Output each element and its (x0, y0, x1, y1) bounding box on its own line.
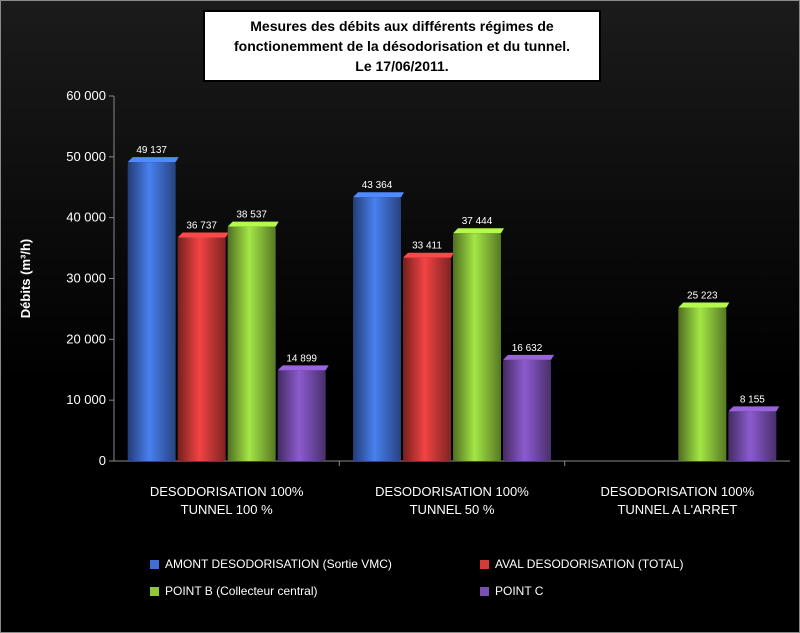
chart-title-line-1: Mesures des débits aux différents régime… (250, 18, 554, 34)
bar (453, 233, 501, 461)
bar (227, 226, 276, 461)
y-tick-label: 40 000 (66, 210, 106, 225)
x-category-label: DESODORISATION 100% (601, 484, 755, 499)
y-tick-label: 50 000 (66, 149, 106, 164)
bar (177, 237, 226, 461)
x-category-label: DESODORISATION 100% (150, 484, 304, 499)
bar-top-face (127, 157, 179, 163)
x-category-label: TUNNEL A L'ARRET (617, 502, 737, 517)
data-label: 25 223 (687, 291, 718, 302)
bar (277, 370, 326, 461)
x-category-label: TUNNEL 100 % (181, 502, 273, 517)
bar (403, 257, 451, 461)
chart-title: Mesures des débits aux différents régime… (203, 10, 601, 82)
data-label: 38 537 (236, 210, 267, 221)
bar-top-face (227, 221, 279, 227)
bar-top-face (277, 365, 329, 371)
data-label: 8 155 (740, 394, 765, 405)
data-label: 16 632 (512, 343, 543, 354)
data-label: 36 737 (186, 221, 217, 232)
bar (353, 197, 401, 461)
bar (503, 359, 551, 461)
y-tick-label: 20 000 (66, 331, 106, 346)
chart-title-line-3: Le 17/06/2011. (355, 58, 449, 74)
bar (728, 411, 777, 461)
bar-top-face (403, 252, 454, 258)
data-label: 49 137 (136, 145, 167, 156)
y-axis-title: Débits (m³/h) (18, 239, 33, 318)
bar (127, 162, 176, 461)
y-tick-label: 30 000 (66, 271, 106, 286)
bar-top-face (453, 228, 504, 234)
bar-top-face (177, 232, 229, 238)
data-label: 33 411 (412, 241, 442, 252)
data-label: 14 899 (286, 353, 317, 364)
data-label: 37 444 (462, 216, 493, 227)
y-tick-label: 0 (99, 453, 106, 468)
bar-top-face (503, 354, 554, 360)
bar (678, 307, 727, 461)
y-tick-label: 60 000 (66, 88, 106, 103)
y-tick-label: 10 000 (66, 392, 106, 407)
bar-top-face (678, 302, 730, 308)
chart-title-line-2: fonctionemment de la désodorisation et d… (233, 38, 571, 54)
x-category-label: TUNNEL 50 % (410, 502, 495, 517)
bar-top-face (728, 406, 780, 412)
x-category-label: DESODORISATION 100% (375, 484, 529, 499)
data-label: 43 364 (362, 180, 393, 191)
bar-top-face (353, 192, 404, 198)
